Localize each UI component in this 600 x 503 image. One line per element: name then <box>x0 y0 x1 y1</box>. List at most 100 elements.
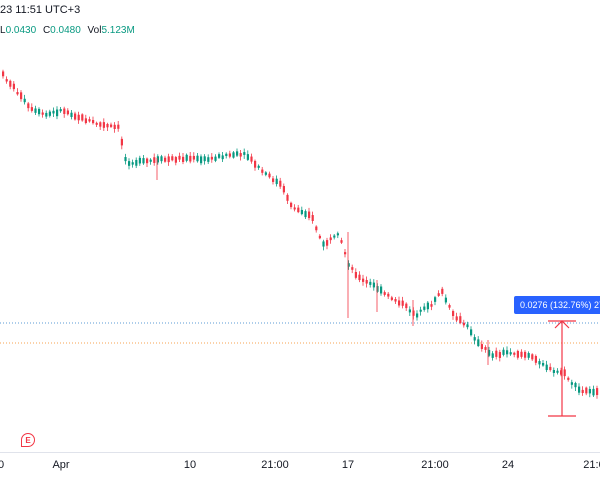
candle-body <box>160 156 163 162</box>
candle-body <box>441 288 444 294</box>
x-tick-label: Apr <box>52 459 70 471</box>
candle-body <box>185 154 188 161</box>
candle-body <box>30 107 33 111</box>
candle-body <box>106 123 109 128</box>
candle-body <box>383 292 386 295</box>
x-tick-label: 10 <box>183 459 197 471</box>
candle-body <box>264 172 267 175</box>
candle-body <box>236 151 239 156</box>
candle-body <box>156 156 159 163</box>
earnings-icon[interactable]: E <box>21 433 35 447</box>
candle-body <box>34 108 37 113</box>
candle-body <box>275 178 278 185</box>
candle-body <box>218 154 221 158</box>
candle-body <box>272 178 275 182</box>
candle-body <box>45 112 48 117</box>
volume-label: Vol <box>87 25 102 36</box>
candle-body <box>480 344 483 349</box>
candle-body <box>552 370 555 373</box>
candle-body <box>362 278 365 282</box>
measure-tool[interactable] <box>548 320 576 417</box>
candle-body <box>581 389 584 394</box>
candle-body <box>221 155 224 160</box>
candle-body <box>585 387 588 394</box>
candle-body <box>372 282 375 288</box>
candle-body <box>268 173 271 178</box>
candle-body <box>308 211 311 219</box>
candle-body <box>318 235 321 239</box>
candle-body <box>588 389 591 394</box>
candle-body <box>419 309 422 312</box>
close-value: 0.0480 <box>50 25 81 36</box>
candle-body <box>311 215 314 221</box>
candle-body <box>120 138 123 146</box>
candle-body <box>369 281 372 285</box>
candle-body <box>66 110 69 115</box>
candle-body <box>513 352 516 355</box>
candle-body <box>488 349 491 356</box>
candle-body <box>304 211 307 218</box>
candle-body <box>5 79 8 82</box>
candle-body <box>167 156 170 163</box>
candle-body <box>462 322 465 326</box>
candle-body <box>477 339 480 347</box>
candle-body <box>257 165 260 168</box>
candle-body <box>124 157 127 162</box>
candle-body <box>41 112 44 115</box>
x-tick-label: 21:00 <box>261 459 289 471</box>
candle-body <box>261 169 264 173</box>
candle-body <box>340 240 343 243</box>
candle-body <box>549 366 552 371</box>
candle-body <box>232 152 235 158</box>
candle-body <box>84 118 87 124</box>
candle-body <box>92 120 95 124</box>
candle-body <box>192 155 195 160</box>
candle-body <box>333 235 336 238</box>
candle-body <box>131 162 134 165</box>
candle-body <box>254 160 257 168</box>
candle-body <box>286 194 289 201</box>
candle-body <box>484 347 487 350</box>
candle-body <box>146 158 149 164</box>
candle-body <box>423 306 426 310</box>
candle-body <box>74 113 77 120</box>
candle-body <box>315 226 318 231</box>
candle-body <box>351 267 354 270</box>
candle-body <box>516 350 519 358</box>
candle-body <box>279 180 282 187</box>
candle-body <box>365 279 368 284</box>
volume-value: 5.123M <box>101 25 135 36</box>
candle-body <box>149 159 152 162</box>
candle-body <box>290 202 293 208</box>
candle-body <box>455 316 458 321</box>
candle-body <box>452 311 455 316</box>
low-value: 0.0430 <box>5 25 37 36</box>
candle-body <box>52 110 55 114</box>
header-datetime: 23 11:51 UTC+3 <box>0 4 81 16</box>
candle-body <box>200 156 203 164</box>
candle-body <box>495 350 498 357</box>
candle-body <box>189 155 192 162</box>
candle-body <box>182 156 185 162</box>
candle-body <box>135 159 138 166</box>
candle-body <box>203 156 206 162</box>
x-tick-label: 0 <box>0 459 5 471</box>
candle-body <box>408 309 411 313</box>
candle-body <box>592 388 595 396</box>
candle-body <box>128 161 131 166</box>
candle-body <box>470 329 473 336</box>
candle-body <box>491 353 494 358</box>
candle-body <box>574 383 577 388</box>
candle-body <box>336 233 339 236</box>
candle-body <box>358 274 361 281</box>
ohlc-legend: L0.0430 C0.0480 Vol5.123M <box>0 25 139 36</box>
candle-body <box>563 369 566 377</box>
candle-body <box>243 152 246 155</box>
price-chart[interactable] <box>0 0 600 452</box>
time-axis[interactable]: 0 Apr 10 21:00 17 21:00 24 21:0 <box>0 452 600 483</box>
candle-body <box>174 157 177 163</box>
close-label: C <box>42 25 51 36</box>
candle-body <box>228 153 231 157</box>
candle-body <box>527 353 530 358</box>
candle-body <box>380 286 383 294</box>
